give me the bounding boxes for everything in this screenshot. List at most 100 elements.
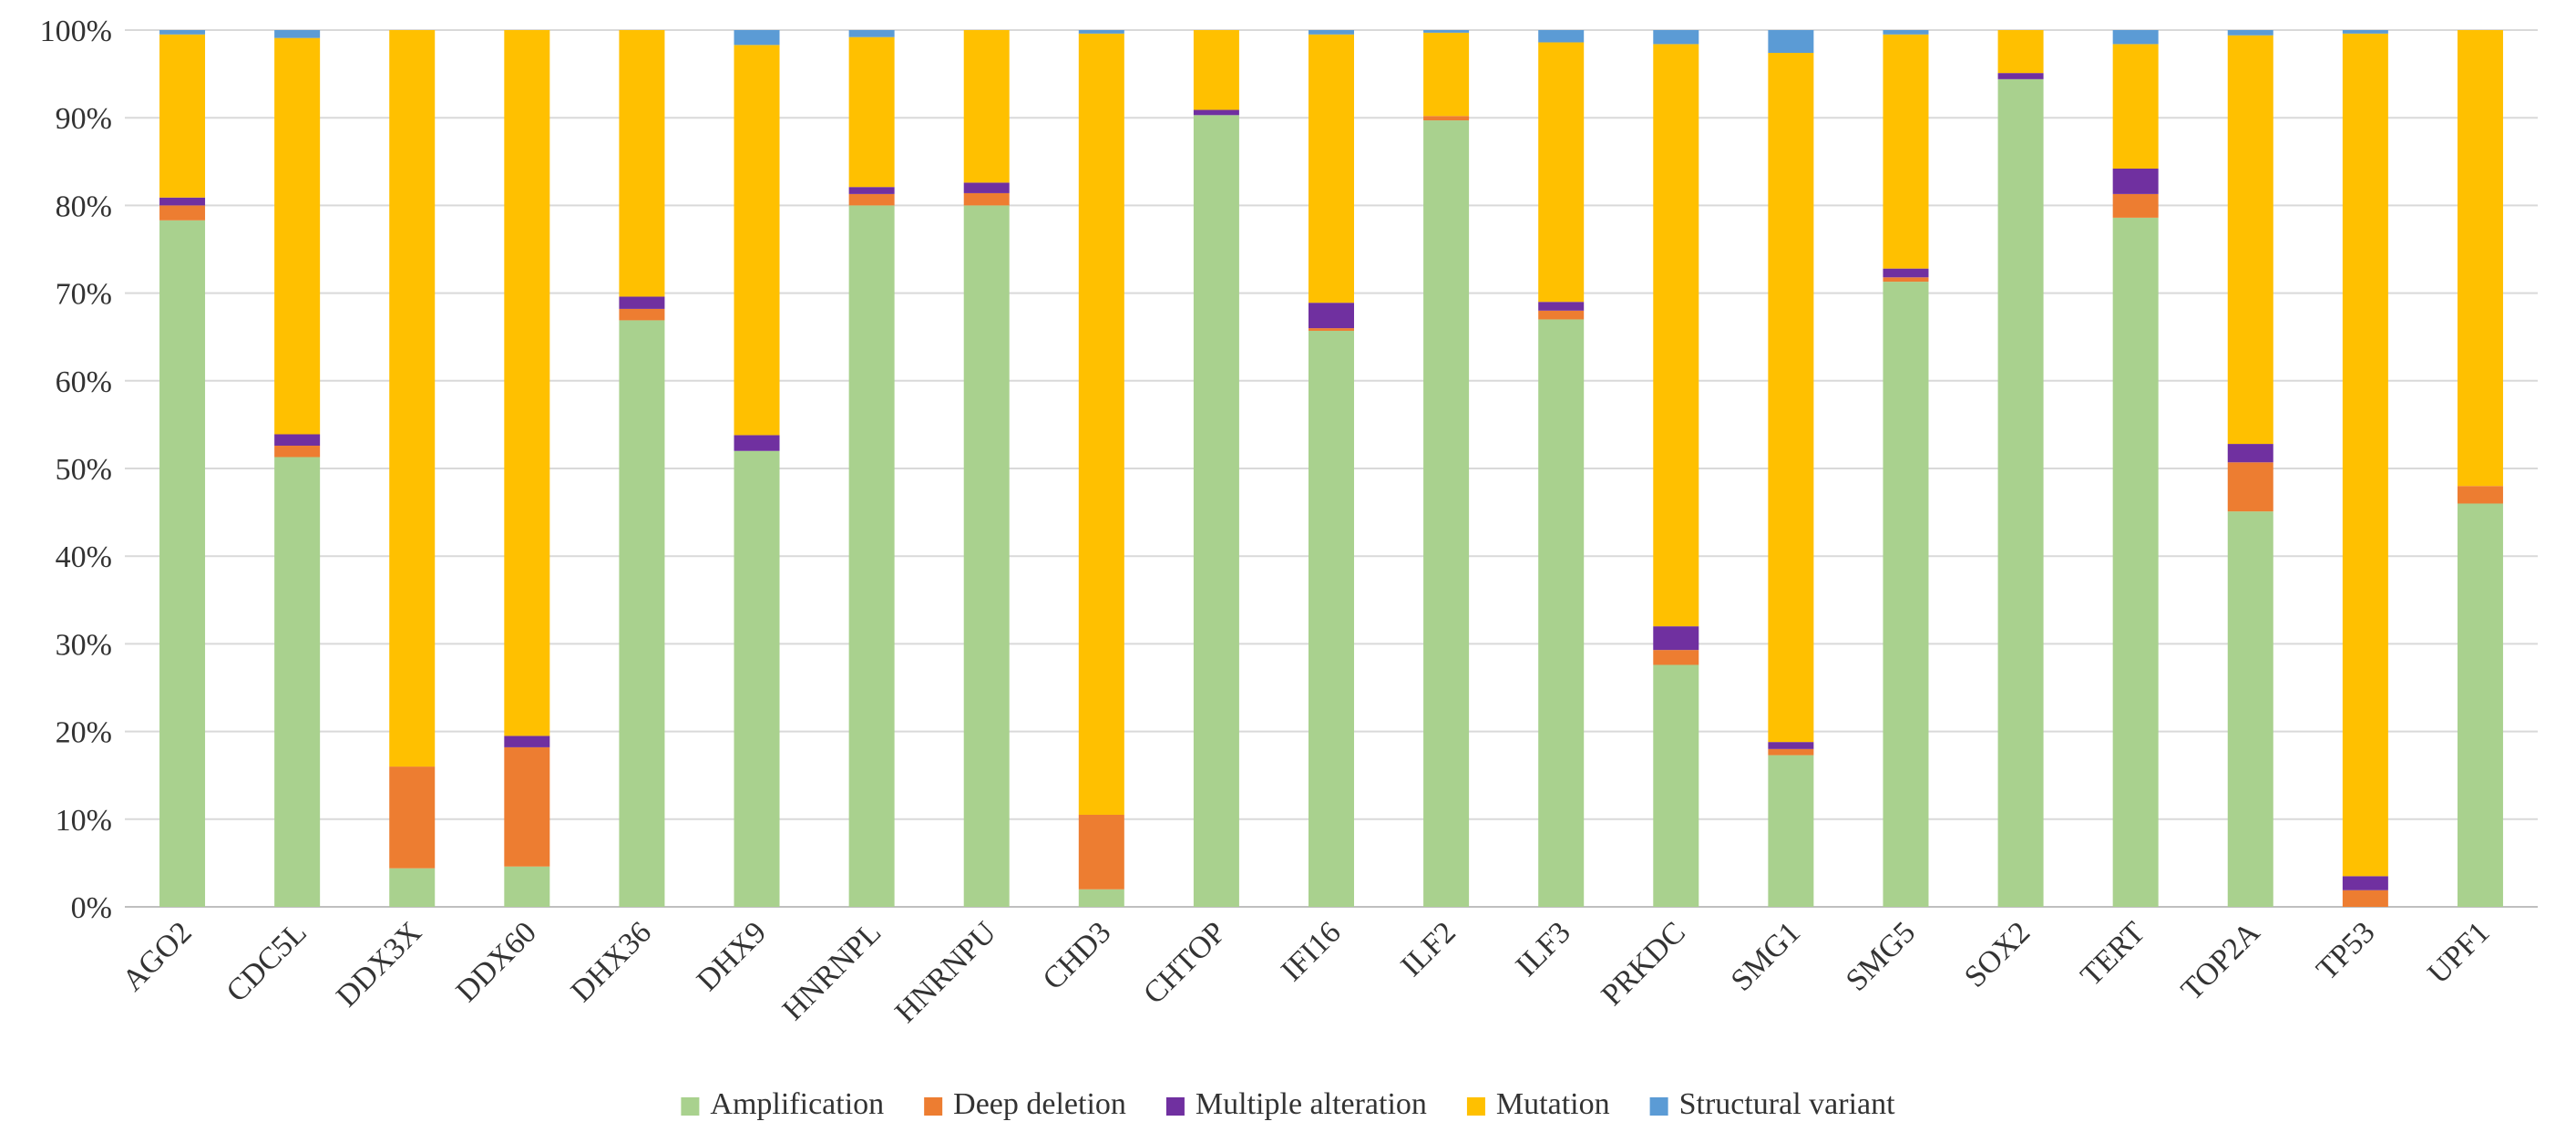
x-tick-label-chtop: CHTOP xyxy=(1137,915,1233,1011)
x-tick-label-ilf3: ILF3 xyxy=(1510,915,1577,983)
x-tick-label-chd3: CHD3 xyxy=(1037,915,1118,996)
bar-tert-amplification xyxy=(2112,217,2159,908)
legend-label: Multiple alteration xyxy=(1196,1087,1427,1121)
bar-cdc5l-amplification xyxy=(274,457,321,907)
y-tick-label: 80% xyxy=(56,190,112,223)
bar-tp53-structural-variant xyxy=(2342,30,2388,34)
legend-swatch xyxy=(1165,1097,1185,1116)
bar-hnrnpl-multiple-alteration xyxy=(848,187,895,194)
bar-ilf2-amplification xyxy=(1423,120,1470,907)
bar-dhx36-deep-deletion xyxy=(619,308,665,321)
x-tick-label-sox2: SOX2 xyxy=(1958,915,2037,993)
bar-ddx60-amplification xyxy=(504,866,550,907)
bar-chd3-mutation xyxy=(1078,33,1124,815)
x-tick-label-ilf2: ILF2 xyxy=(1395,915,1462,983)
bar-tp53-multiple-alteration xyxy=(2342,876,2388,890)
y-tick-label: 90% xyxy=(56,102,112,136)
bar-smg5-deep-deletion xyxy=(1883,277,1929,283)
legend-swatch xyxy=(1466,1097,1485,1116)
bar-smg1-mutation xyxy=(1768,53,1814,743)
x-tick-label-ddx3x: DDX3X xyxy=(330,915,428,1013)
bar-ilf3-mutation xyxy=(1538,42,1585,303)
bar-upf1-mutation xyxy=(2457,30,2503,487)
bar-hnrnpl-mutation xyxy=(848,36,895,188)
bar-tert-mutation xyxy=(2112,44,2159,169)
bar-ago2-deep-deletion xyxy=(159,205,206,221)
bar-dhx9-mutation xyxy=(734,45,780,436)
x-tick-label-smg5: SMG5 xyxy=(1840,915,1922,997)
bar-prkdc-mutation xyxy=(1653,44,1699,627)
bar-cdc5l-mutation xyxy=(274,37,321,435)
y-tick-label: 100% xyxy=(40,15,112,48)
bar-chtop-mutation xyxy=(1193,30,1239,110)
bar-dhx36-mutation xyxy=(619,30,665,297)
bar-chtop-amplification xyxy=(1193,115,1239,907)
bar-dhx36-amplification xyxy=(619,320,665,907)
bar-smg5-multiple-alteration xyxy=(1883,268,1929,278)
bar-tert-multiple-alteration xyxy=(2112,168,2159,194)
legend-item-deep-deletion: Deep deletion xyxy=(924,1087,1126,1121)
bar-ddx60-deep-deletion xyxy=(504,746,550,867)
bar-dhx36-multiple-alteration xyxy=(619,296,665,309)
legend-item-mutation: Mutation xyxy=(1466,1087,1610,1121)
bar-ilf3-structural-variant xyxy=(1538,30,1585,43)
x-tick-label-top2a: TOP2A xyxy=(2175,915,2267,1007)
x-tick-label-hnrnpu: HNRNPU xyxy=(888,915,1002,1029)
x-tick-label-tp53: TP53 xyxy=(2310,915,2381,986)
bar-dhx9-amplification xyxy=(734,450,780,907)
x-tick-labels: AGO2 CDC5L DDX3X DDX60 DHX36 DHX9 HNRNPL HNRNPU… xyxy=(116,915,2496,1029)
y-tick-label: 50% xyxy=(56,453,112,487)
bar-ilf2-structural-variant xyxy=(1423,30,1470,33)
bar-ago2-multiple-alteration xyxy=(159,197,206,206)
bar-cdc5l-deep-deletion xyxy=(274,445,321,458)
bar-smg1-structural-variant xyxy=(1768,30,1814,54)
bar-dhx9-multiple-alteration xyxy=(734,435,780,451)
bar-chtop-multiple-alteration xyxy=(1193,109,1239,116)
bar-ddx60-mutation xyxy=(504,30,550,736)
x-tick-label-ddx60: DDX60 xyxy=(450,915,543,1008)
bar-upf1-deep-deletion xyxy=(2457,486,2503,504)
bar-ilf3-amplification xyxy=(1538,319,1585,908)
bar-cdc5l-multiple-alteration xyxy=(274,434,321,446)
x-tick-label-dhx36: DHX36 xyxy=(565,915,658,1008)
x-tick-label-smg1: SMG1 xyxy=(1725,915,1807,997)
bar-ilf3-multiple-alteration xyxy=(1538,302,1585,311)
bar-hnrnpu-deep-deletion xyxy=(963,192,1010,206)
x-tick-label-dhx9: DHX9 xyxy=(691,915,773,997)
bar-top2a-deep-deletion xyxy=(2227,462,2273,512)
bar-ago2-structural-variant xyxy=(159,30,206,35)
bar-ago2-amplification xyxy=(159,220,206,907)
legend-label: Structural variant xyxy=(1679,1087,1896,1121)
x-tick-label-ifi16: IFI16 xyxy=(1275,915,1348,988)
legend-item-structural-variant: Structural variant xyxy=(1649,1087,1896,1121)
bar-tert-deep-deletion xyxy=(2112,193,2159,218)
x-tick-label-prkdc: PRKDC xyxy=(1596,915,1692,1012)
bar-sox2-mutation xyxy=(1997,30,2044,74)
bar-ifi16-amplification xyxy=(1309,330,1354,907)
bar-hnrnpl-amplification xyxy=(848,205,895,907)
bar-tert-structural-variant xyxy=(2112,30,2159,45)
bar-ddx3x-mutation xyxy=(389,30,436,767)
y-tick-label: 60% xyxy=(56,365,112,399)
bar-ilf2-deep-deletion xyxy=(1423,116,1470,121)
legend-label: Amplification xyxy=(710,1087,884,1121)
y-tick-label: 40% xyxy=(56,540,112,574)
x-tick-label-tert: TERT xyxy=(2075,915,2152,993)
legend-swatch xyxy=(1649,1097,1668,1116)
bar-hnrnpu-multiple-alteration xyxy=(963,182,1010,193)
bar-prkdc-amplification xyxy=(1653,664,1699,907)
bar-tp53-mutation xyxy=(2342,33,2388,877)
y-tick-label: 10% xyxy=(56,804,112,838)
legend-swatch xyxy=(681,1097,700,1116)
bar-ifi16-structural-variant xyxy=(1309,30,1354,35)
bar-prkdc-multiple-alteration xyxy=(1653,626,1699,651)
bar-smg1-deep-deletion xyxy=(1768,748,1814,756)
bar-tp53-deep-deletion xyxy=(2342,890,2388,907)
bar-smg5-mutation xyxy=(1883,34,1929,269)
legend: Amplification Deep deletion Multiple alter… xyxy=(681,1087,1895,1121)
bar-ilf2-mutation xyxy=(1423,32,1470,117)
bar-top2a-amplification xyxy=(2227,511,2273,907)
bar-smg1-amplification xyxy=(1768,755,1814,907)
x-tick-label-upf1: UPF1 xyxy=(2421,915,2496,990)
